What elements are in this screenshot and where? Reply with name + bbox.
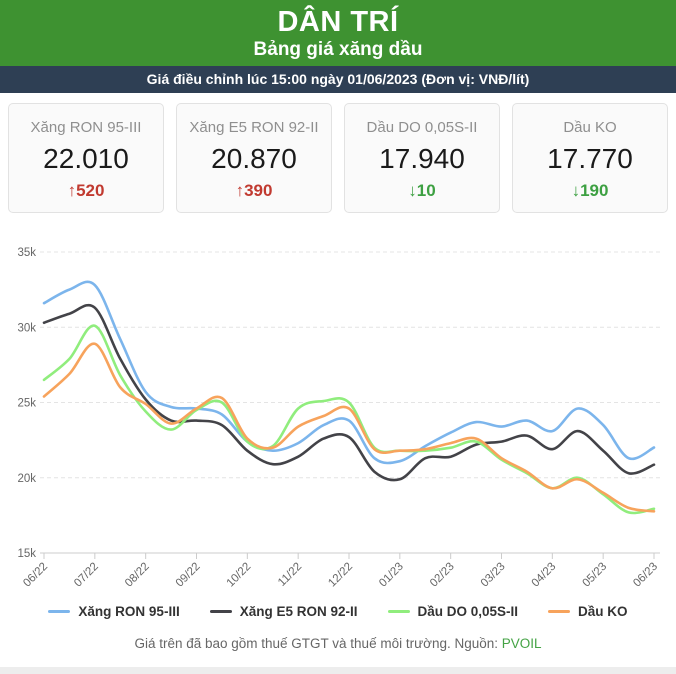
price-cards: Xăng RON 95-III 22.010 ↑520 Xăng E5 RON … [0, 93, 676, 225]
svg-text:35k: 35k [17, 247, 36, 259]
card-value: 22.010 [43, 143, 129, 174]
legend-item-ko[interactable]: Dầu KO [548, 604, 628, 619]
card-do: Dầu DO 0,05S-II 17.940 ↓10 [344, 103, 500, 213]
down-arrow-icon: ↓ [408, 181, 417, 200]
adjustment-info-bar: Giá điều chỉnh lúc 15:00 ngày 01/06/2023… [0, 66, 676, 93]
card-e5ron92: Xăng E5 RON 92-II 20.870 ↑390 [176, 103, 332, 213]
footer-text: Giá trên đã bao gồm thuế GTGT và thuế mô… [134, 636, 499, 651]
svg-text:07/22: 07/22 [72, 561, 101, 590]
svg-text:06/22: 06/22 [21, 561, 50, 590]
price-chart: 15k 20k 25k 30k 35k 06/22 07/22 08/22 09/22 10/22… [0, 225, 676, 591]
down-arrow-icon: ↓ [571, 181, 581, 200]
card-change: ↑390 [177, 181, 331, 201]
legend-label: Xăng RON 95-III [78, 603, 180, 619]
change-amount: 390 [244, 181, 273, 200]
change-amount: 10 [416, 181, 436, 200]
legend-line-swatch [387, 609, 410, 613]
svg-text:25k: 25k [17, 398, 36, 410]
page-header: DÂN TRÍ Bảng giá xăng dầu [0, 0, 676, 66]
card-value: 17.770 [547, 143, 633, 174]
card-label: Dầu KO [563, 119, 617, 136]
change-amount: 190 [580, 181, 609, 200]
dantri-logo: DÂN TRÍ [277, 6, 399, 38]
legend-line-swatch [48, 609, 71, 613]
svg-text:02/23: 02/23 [428, 561, 457, 590]
legend-label: Xăng E5 RON 92-II [239, 603, 358, 619]
card-label: Xăng E5 RON 92-II [189, 119, 319, 136]
svg-text:09/22: 09/22 [174, 561, 203, 590]
card-change: ↓190 [513, 181, 667, 201]
svg-text:12/22: 12/22 [326, 561, 355, 590]
legend-line-swatch [548, 609, 571, 613]
card-change: ↑520 [9, 181, 163, 201]
card-value: 17.940 [379, 143, 465, 174]
legend-item-do[interactable]: Dầu DO 0,05S-II [387, 603, 519, 619]
svg-text:15k: 15k [17, 548, 36, 560]
card-label: Dầu DO 0,05S-II [366, 119, 478, 136]
card-ko: Dầu KO 17.770 ↓190 [512, 103, 668, 213]
svg-text:04/23: 04/23 [530, 561, 559, 590]
pvoil-link[interactable]: PVOIL [501, 636, 542, 651]
svg-text:03/23: 03/23 [479, 561, 508, 590]
page-title: Bảng giá xăng dầu [253, 39, 423, 60]
svg-text:01/23: 01/23 [377, 561, 406, 590]
svg-text:06/23: 06/23 [631, 561, 660, 590]
price-chart-svg: 15k 20k 25k 30k 35k 06/22 07/22 08/22 09/22 10/22… [17, 247, 660, 590]
card-value: 20.870 [211, 143, 297, 174]
svg-text:30k: 30k [17, 322, 36, 334]
up-arrow-icon: ↑ [235, 181, 245, 200]
legend-item-e5ron92[interactable]: Xăng E5 RON 92-II [209, 603, 358, 619]
svg-text:10/22: 10/22 [225, 561, 254, 590]
up-arrow-icon: ↑ [67, 181, 77, 200]
svg-text:20k: 20k [17, 473, 36, 485]
legend-line-swatch [209, 609, 232, 613]
legend-label: Dầu DO 0,05S-II [417, 603, 519, 619]
chart-legend: Xăng RON 95-III Xăng E5 RON 92-II Dầu DO… [0, 599, 676, 623]
card-label: Xăng RON 95-III [30, 119, 142, 136]
bottom-strip [0, 667, 676, 674]
legend-label: Dầu KO [578, 603, 628, 619]
svg-text:05/23: 05/23 [580, 561, 609, 590]
change-amount: 520 [76, 181, 105, 200]
legend-item-ron95[interactable]: Xăng RON 95-III [48, 603, 180, 619]
svg-text:11/22: 11/22 [276, 561, 304, 589]
card-ron95: Xăng RON 95-III 22.010 ↑520 [8, 103, 164, 213]
svg-text:08/22: 08/22 [123, 561, 152, 590]
card-change: ↓10 [345, 181, 499, 201]
footer-note: Giá trên đã bao gồm thuế GTGT và thuế mô… [0, 636, 676, 651]
